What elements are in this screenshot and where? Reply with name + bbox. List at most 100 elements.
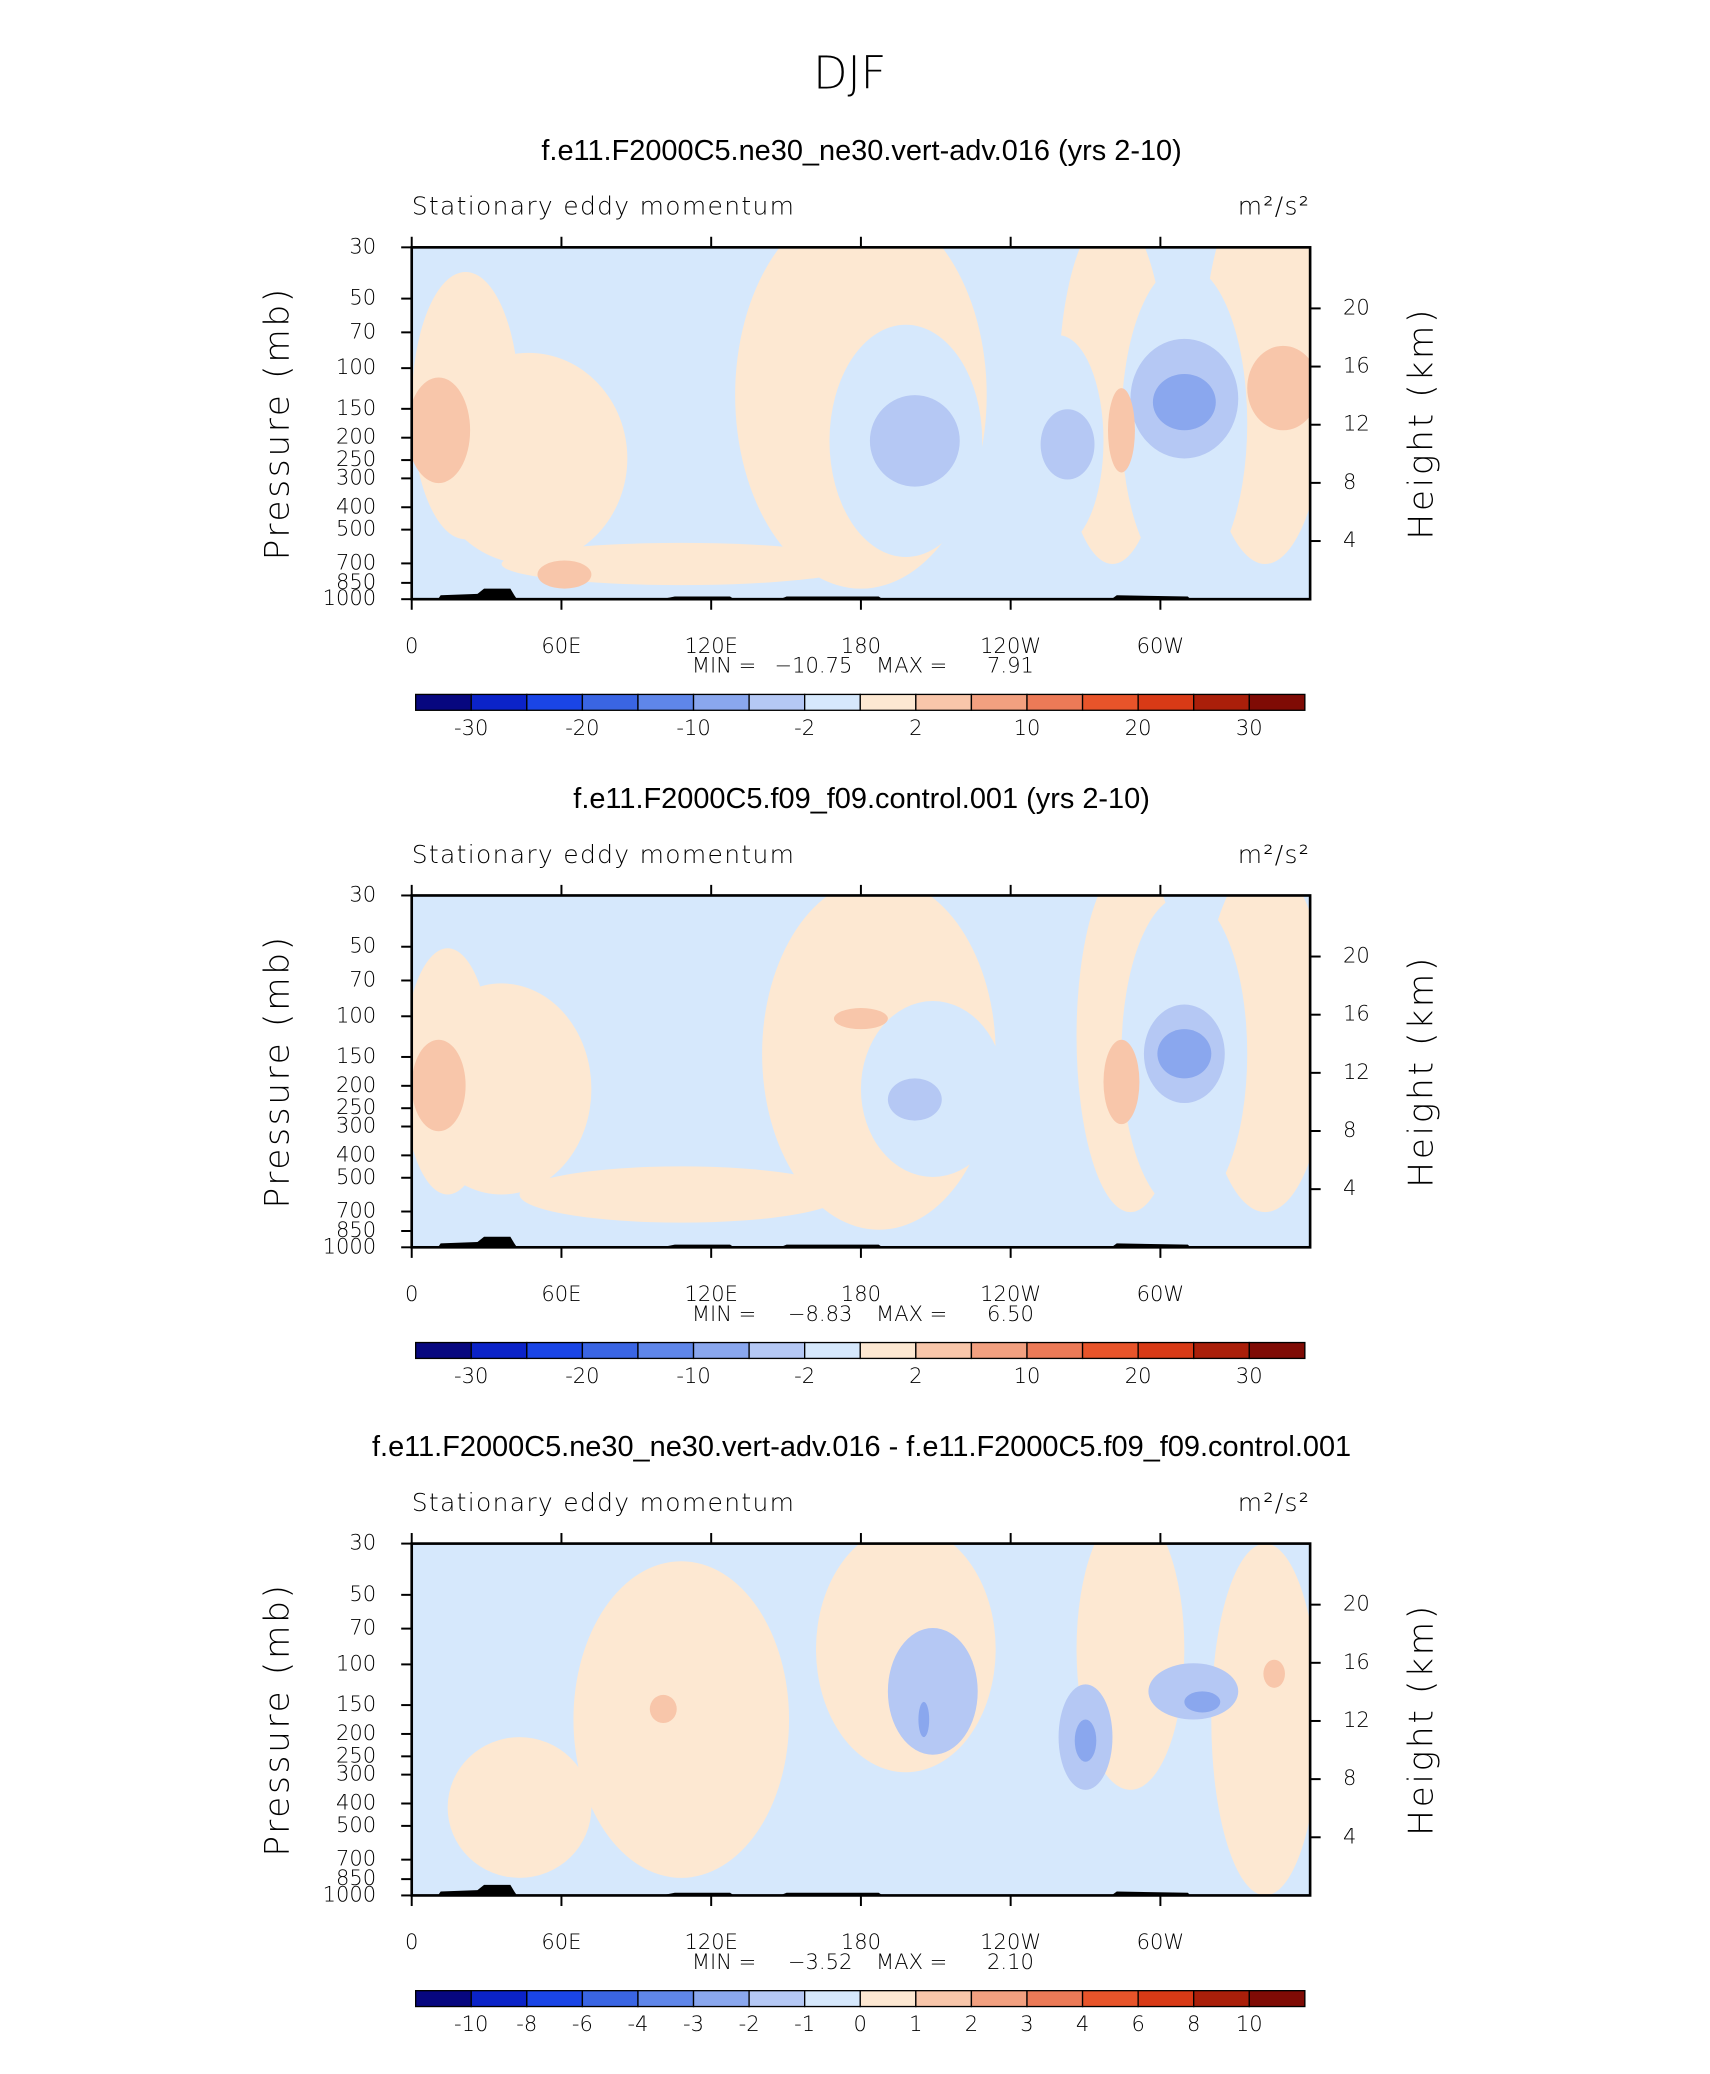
colorbar-label: 3: [1020, 2011, 1033, 2036]
y2-tick-label: 16: [1343, 1001, 1370, 1026]
y2-tick-label: 12: [1343, 1059, 1370, 1084]
colorbar-box: [470, 1990, 528, 2008]
colorbar-box: [526, 693, 584, 711]
y-tick-label: 300: [336, 1112, 376, 1137]
contour-region: [1152, 374, 1216, 431]
colorbar-box: [859, 693, 917, 711]
colorbar-label: -30: [454, 1363, 488, 1388]
y-tick-label: 700: [336, 549, 376, 574]
colorbar-label: 2: [909, 715, 922, 740]
left-string: Stationary eddy momentum: [412, 192, 796, 221]
y2-tick-label: 8: [1343, 1765, 1356, 1790]
contour-region: [1040, 409, 1095, 480]
units: m²/s²: [1238, 1488, 1310, 1517]
colorbar-label: -3: [683, 2011, 704, 2036]
y-tick-label: 500: [336, 1164, 376, 1189]
colorbar-box: [915, 1341, 973, 1360]
x-tick-label: 60W: [1137, 1281, 1185, 1306]
y-tick-label: 250: [336, 446, 376, 471]
colorbar-box: [526, 1990, 584, 2008]
contour-region: [1157, 1029, 1212, 1079]
x-tick-label: 60E: [541, 633, 581, 658]
colorbar-box: [1137, 1990, 1195, 2008]
x-tick-label: 120E: [684, 633, 737, 658]
contour-region: [1211, 1543, 1311, 1896]
colorbar-label: -20: [565, 1363, 599, 1388]
contour-region: [519, 1166, 843, 1223]
colorbar-box: [748, 1990, 806, 2008]
y2-tick-label: 20: [1343, 294, 1370, 319]
y-tick-label: 200: [336, 1720, 376, 1745]
contour-region: [573, 1561, 790, 1878]
y-tick-label: 1000: [323, 1881, 377, 1906]
contour-field: [411, 1543, 1311, 1896]
y-tick-label: 400: [336, 1141, 376, 1166]
y2-tick-label: 12: [1343, 1707, 1370, 1732]
contour-region: [1148, 1663, 1239, 1720]
colorbar-box: [637, 693, 695, 711]
y-tick-label: 850: [336, 569, 376, 594]
y-tick-label: 250: [336, 1742, 376, 1767]
units: m²/s²: [1238, 840, 1310, 869]
left-string: Stationary eddy momentum: [412, 840, 796, 869]
contour-region: [833, 1008, 888, 1030]
colorbar-box: [1193, 1990, 1250, 2008]
contour-region: [411, 377, 471, 484]
x-tick-label: 60E: [541, 1281, 581, 1306]
colorbar-box: [859, 1990, 917, 2008]
x-tick-label: 120W: [980, 1281, 1041, 1306]
colorbar-box: [581, 1341, 639, 1360]
colorbar-box: [1026, 1990, 1084, 2008]
x-tick-label: 60E: [541, 1929, 581, 1954]
colorbar-box: [804, 1990, 861, 2008]
colorbar-label: 6: [1131, 2011, 1144, 2036]
x-tick-label: 0: [405, 1929, 418, 1954]
colorbar-label: 10: [1014, 1363, 1041, 1388]
min-label: MIN =: [692, 1949, 756, 1974]
y2-axis-label: Height (km): [1402, 307, 1442, 540]
contour-region: [1263, 1659, 1285, 1688]
y-tick-label: 100: [336, 1002, 376, 1027]
contour-field: [411, 247, 1311, 600]
panel-title: f.e11.F2000C5.ne30_ne30.vert-adv.016 (yr…: [541, 135, 1181, 167]
colorbar-label: -10: [454, 2011, 488, 2036]
y-axis-label: Pressure (mb): [257, 934, 297, 1208]
x-tick-label: 180: [841, 633, 881, 658]
x-tick-label: 0: [405, 633, 418, 658]
contour-region: [1103, 1039, 1140, 1125]
colorbar-box: [637, 1990, 695, 2008]
y2-axis-label: Height (km): [1402, 1603, 1442, 1836]
y-tick-label: 850: [336, 1217, 376, 1242]
colorbar-box: [1081, 1341, 1139, 1360]
colorbar-box: [1026, 1341, 1084, 1360]
x-tick-label: 120W: [980, 1929, 1041, 1954]
colorbar-box: [581, 1990, 639, 2008]
x-tick-label: 120E: [684, 1929, 737, 1954]
x-tick-label: 60W: [1137, 633, 1185, 658]
y-tick-label: 150: [336, 1691, 376, 1716]
colorbar-box: [1248, 1990, 1306, 2008]
colorbar-box: [415, 1990, 472, 2008]
colorbar-box: [692, 1341, 750, 1360]
y-tick-label: 400: [336, 1789, 376, 1814]
colorbar-label: 20: [1125, 715, 1152, 740]
colorbar-box: [581, 693, 639, 711]
contour-field: [411, 895, 1311, 1248]
y-tick-label: 50: [349, 285, 376, 310]
y-tick-label: 150: [336, 1043, 376, 1068]
y-tick-label: 50: [349, 933, 376, 958]
contour-region: [1247, 345, 1311, 431]
x-tick-label: 0: [405, 1281, 418, 1306]
contour-region: [649, 1694, 677, 1724]
colorbar-box: [526, 1341, 584, 1360]
colorbar-box: [470, 1341, 528, 1360]
y-tick-label: 200: [336, 1072, 376, 1097]
colorbar-box: [415, 693, 472, 711]
colorbar-box: [1081, 1990, 1139, 2008]
colorbar-box: [1137, 1341, 1195, 1360]
y-tick-label: 400: [336, 493, 376, 518]
y2-tick-label: 8: [1343, 469, 1356, 494]
colorbar-box: [748, 1341, 806, 1360]
y-axis-label: Pressure (mb): [257, 1582, 297, 1856]
